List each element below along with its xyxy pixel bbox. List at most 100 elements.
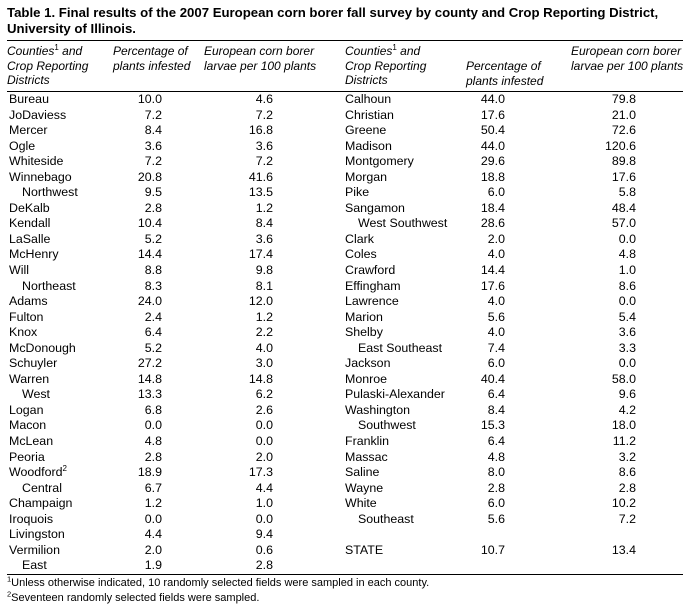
county-name: Christian bbox=[345, 108, 475, 124]
larvae-cell: 1.0 bbox=[255, 496, 273, 511]
percentage-cell: 2.8 bbox=[487, 480, 505, 495]
county-name: Bureau bbox=[9, 92, 109, 108]
percentage-cell: 6.7 bbox=[144, 480, 162, 495]
county-name: White bbox=[345, 496, 475, 512]
percentage-cell: 14.8 bbox=[137, 371, 162, 386]
row-label: Vermilion bbox=[9, 542, 60, 557]
row-label: Champaign bbox=[9, 496, 73, 511]
larvae-cell: 48.4 bbox=[611, 200, 636, 215]
larvae-cell: 0.0 bbox=[255, 434, 273, 449]
county-name: Jackson bbox=[345, 356, 475, 372]
header-larvae-right: European corn borer larvae per 100 plant… bbox=[571, 44, 684, 73]
percentage-cell: 6.8 bbox=[144, 402, 162, 417]
percentage-cell: 5.6 bbox=[487, 309, 505, 324]
county-name: Wayne bbox=[345, 481, 475, 497]
row-label: Southeast bbox=[358, 511, 414, 526]
header-counties-rest: and Crop Reporting Districts bbox=[7, 44, 89, 87]
larvae-cell: 16.8 bbox=[248, 123, 273, 138]
county-name: Warren bbox=[9, 372, 109, 388]
percentage-cell: 6.4 bbox=[144, 325, 162, 340]
percentage-cell: 44.0 bbox=[480, 92, 505, 106]
county-name: Logan bbox=[9, 403, 109, 419]
county-name: Morgan bbox=[345, 170, 475, 186]
footnote-text: Seventeen randomly selected fields were … bbox=[11, 592, 260, 604]
row-label: Fulton bbox=[9, 309, 44, 324]
percentage-cell: 14.4 bbox=[480, 263, 505, 278]
percentage-cell: 0.0 bbox=[144, 511, 162, 526]
county-name: Macon bbox=[9, 418, 109, 434]
row-label: Washington bbox=[345, 402, 410, 417]
percentage-cell: 3.6 bbox=[144, 138, 162, 153]
district-name: Southwest bbox=[345, 418, 475, 434]
row-label: Logan bbox=[9, 402, 44, 417]
larvae-cell: 9.6 bbox=[618, 387, 636, 402]
row-label: Morgan bbox=[345, 169, 388, 184]
row-label: West Southwest bbox=[358, 216, 448, 231]
county-name: Marion bbox=[345, 310, 475, 326]
district-name: East Southeast bbox=[345, 341, 475, 357]
row-label: Saline bbox=[345, 465, 380, 480]
row-label: Effingham bbox=[345, 278, 401, 293]
percentage-cell: 5.2 bbox=[144, 340, 162, 355]
bottom-rule bbox=[7, 574, 683, 575]
percentage-cell: 28.6 bbox=[480, 216, 505, 231]
county-name: Madison bbox=[345, 139, 475, 155]
header-footnote-mark: 1 bbox=[392, 43, 397, 52]
larvae-cell: 4.8 bbox=[618, 247, 636, 262]
larvae-cell: 57.0 bbox=[611, 216, 636, 231]
larvae-cell: 17.6 bbox=[611, 169, 636, 184]
percentage-cell: 13.3 bbox=[137, 387, 162, 402]
county-name: Pike bbox=[345, 185, 475, 201]
larvae-cell: 10.2 bbox=[611, 496, 636, 511]
county-name: Saline bbox=[345, 465, 475, 481]
left-county-column: Bureau JoDaviess Mercer Ogle Whiteside Winneb… bbox=[9, 92, 109, 574]
county-name: Franklin bbox=[345, 434, 475, 450]
row-label: Calhoun bbox=[345, 92, 392, 106]
larvae-cell: 4.4 bbox=[255, 480, 273, 495]
larvae-cell: 9.8 bbox=[255, 263, 273, 278]
percentage-cell: 24.0 bbox=[137, 294, 162, 309]
percentage-cell: 44.0 bbox=[480, 138, 505, 153]
footnotes: 1Unless otherwise indicated, 10 randomly… bbox=[7, 575, 429, 606]
county-name: McLean bbox=[9, 434, 109, 450]
larvae-cell bbox=[560, 527, 636, 543]
row-label: Mercer bbox=[9, 123, 48, 138]
footnote-1: 1Unless otherwise indicated, 10 randomly… bbox=[7, 575, 429, 591]
district-name: Central bbox=[9, 481, 109, 497]
row-label: Winnebago bbox=[9, 169, 72, 184]
percentage-cell: 1.2 bbox=[144, 496, 162, 511]
county-name: Effingham bbox=[345, 279, 475, 295]
row-label: Kendall bbox=[9, 216, 51, 231]
percentage-cell: 10.0 bbox=[137, 92, 162, 106]
county-name: Calhoun bbox=[345, 92, 475, 108]
district-name: West bbox=[9, 387, 109, 403]
percentage-cell: 0.0 bbox=[144, 418, 162, 433]
larvae-cell: 3.0 bbox=[255, 356, 273, 371]
district-name: Northwest bbox=[9, 185, 109, 201]
row-label: Greene bbox=[345, 123, 387, 138]
larvae-cell: 3.6 bbox=[618, 325, 636, 340]
header-percentage-right: Percentage of plants infested bbox=[466, 59, 544, 88]
row-label: Ogle bbox=[9, 138, 36, 153]
district-name: West Southwest bbox=[345, 216, 475, 232]
row-label: McDonough bbox=[9, 340, 76, 355]
larvae-cell: 1.2 bbox=[255, 309, 273, 324]
county-name: Coles bbox=[345, 247, 475, 263]
row-label: West bbox=[22, 387, 50, 402]
county-name: Kendall bbox=[9, 216, 109, 232]
row-label: Peoria bbox=[9, 449, 45, 464]
row-label: Northeast bbox=[22, 278, 76, 293]
larvae-cell: 0.0 bbox=[255, 418, 273, 433]
right-county-column: Calhoun Christian Greene Madison Montgomery M… bbox=[345, 92, 475, 558]
row-label: Crawford bbox=[345, 263, 396, 278]
county-name: Shelby bbox=[345, 325, 475, 341]
percentage-cell: 7.2 bbox=[144, 154, 162, 169]
percentage-cell: 8.4 bbox=[144, 123, 162, 138]
larvae-cell: 3.6 bbox=[255, 138, 273, 153]
larvae-cell: 72.6 bbox=[611, 123, 636, 138]
larvae-cell: 58.0 bbox=[611, 371, 636, 386]
larvae-cell: 0.0 bbox=[618, 356, 636, 371]
row-label: White bbox=[345, 496, 377, 511]
row-label: LaSalle bbox=[9, 231, 51, 246]
county-name: Crawford bbox=[345, 263, 475, 279]
